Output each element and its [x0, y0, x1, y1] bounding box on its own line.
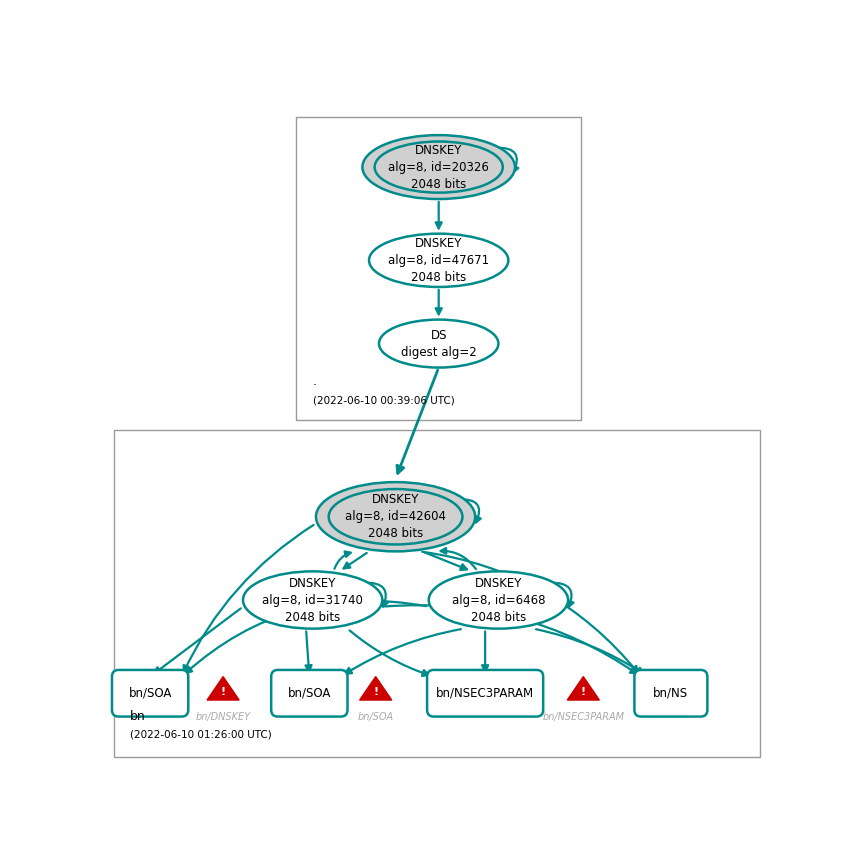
FancyBboxPatch shape — [634, 670, 707, 716]
FancyBboxPatch shape — [112, 670, 188, 716]
FancyArrowPatch shape — [343, 553, 366, 568]
Text: DNSKEY
alg=8, id=47671
2048 bits: DNSKEY alg=8, id=47671 2048 bits — [388, 237, 490, 284]
FancyArrowPatch shape — [335, 552, 351, 569]
FancyArrowPatch shape — [550, 583, 574, 606]
FancyBboxPatch shape — [114, 430, 760, 757]
Text: !: ! — [373, 687, 378, 697]
Text: bn/SOA: bn/SOA — [128, 687, 172, 700]
FancyBboxPatch shape — [271, 670, 348, 716]
Ellipse shape — [379, 319, 498, 368]
Ellipse shape — [429, 572, 568, 629]
Text: .: . — [312, 375, 317, 388]
FancyArrowPatch shape — [345, 629, 461, 674]
FancyArrowPatch shape — [364, 583, 388, 606]
FancyArrowPatch shape — [184, 525, 313, 672]
Text: bn/NSEC3PARAM: bn/NSEC3PARAM — [436, 687, 534, 700]
FancyArrowPatch shape — [186, 601, 426, 673]
Text: bn/NSEC3PARAM: bn/NSEC3PARAM — [543, 712, 624, 721]
Text: DNSKEY
alg=8, id=20326
2048 bits: DNSKEY alg=8, id=20326 2048 bits — [389, 144, 489, 190]
Text: DNSKEY
alg=8, id=6468
2048 bits: DNSKEY alg=8, id=6468 2048 bits — [452, 576, 545, 624]
FancyBboxPatch shape — [296, 117, 581, 420]
Polygon shape — [360, 676, 392, 700]
FancyArrowPatch shape — [397, 370, 437, 473]
Ellipse shape — [329, 489, 462, 544]
Text: DS
digest alg=2: DS digest alg=2 — [401, 329, 477, 359]
Text: (2022-06-10 01:26:00 UTC): (2022-06-10 01:26:00 UTC) — [130, 729, 272, 740]
FancyArrowPatch shape — [458, 499, 481, 522]
FancyBboxPatch shape — [427, 670, 544, 716]
FancyArrowPatch shape — [306, 631, 312, 671]
FancyArrowPatch shape — [436, 290, 442, 314]
Ellipse shape — [369, 234, 508, 287]
Ellipse shape — [243, 572, 383, 629]
Text: bn/NS: bn/NS — [653, 687, 688, 700]
Text: bn/SOA: bn/SOA — [358, 712, 394, 721]
Polygon shape — [207, 676, 239, 700]
Text: (2022-06-10 00:39:06 UTC): (2022-06-10 00:39:06 UTC) — [312, 395, 455, 405]
FancyArrowPatch shape — [349, 631, 429, 676]
Text: DNSKEY
alg=8, id=31740
2048 bits: DNSKEY alg=8, id=31740 2048 bits — [262, 576, 363, 624]
FancyArrowPatch shape — [441, 548, 476, 569]
FancyArrowPatch shape — [436, 202, 442, 228]
Polygon shape — [568, 676, 599, 700]
Text: DNSKEY
alg=8, id=42604
2048 bits: DNSKEY alg=8, id=42604 2048 bits — [345, 493, 446, 541]
FancyArrowPatch shape — [422, 552, 638, 672]
Text: bn/SOA: bn/SOA — [288, 687, 331, 700]
Ellipse shape — [362, 135, 515, 199]
Text: bn: bn — [130, 710, 146, 723]
Text: bn/DNSKEY: bn/DNSKEY — [195, 712, 251, 721]
FancyArrowPatch shape — [536, 629, 644, 674]
Ellipse shape — [375, 142, 502, 193]
FancyArrowPatch shape — [385, 606, 637, 674]
Text: !: ! — [221, 687, 226, 697]
FancyArrowPatch shape — [482, 631, 488, 671]
Ellipse shape — [316, 482, 475, 551]
Text: !: ! — [580, 687, 586, 697]
FancyArrowPatch shape — [495, 148, 519, 172]
FancyArrowPatch shape — [154, 608, 241, 674]
FancyArrowPatch shape — [425, 553, 467, 570]
